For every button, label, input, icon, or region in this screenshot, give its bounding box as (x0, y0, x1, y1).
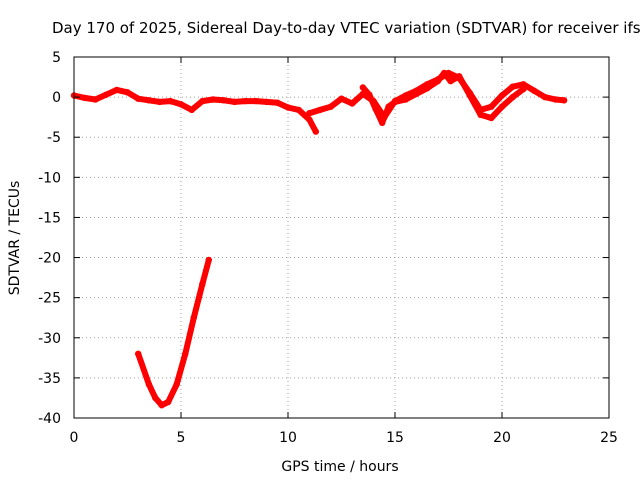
y-tick-label: 5 (52, 50, 61, 66)
data-point (316, 106, 324, 114)
data-point (124, 89, 131, 96)
y-tick-label: -15 (38, 210, 61, 226)
data-point (152, 394, 159, 402)
data-point (379, 119, 386, 127)
data-point (199, 97, 206, 105)
y-tick-label: -10 (38, 170, 61, 186)
data-point (498, 103, 506, 110)
data-point (92, 96, 99, 103)
data-point (205, 256, 212, 264)
y-axis-label: SDTVAR / TECUs (7, 181, 23, 296)
data-point (366, 91, 373, 98)
data-point (560, 97, 568, 104)
data-point (295, 106, 302, 114)
data-point (327, 103, 334, 110)
series-line-main (71, 86, 319, 135)
y-tick-label: -30 (38, 331, 61, 347)
data-point (252, 97, 260, 105)
data-point (509, 93, 516, 101)
data-point (284, 104, 292, 111)
data-point (423, 85, 431, 92)
data-point (182, 350, 189, 357)
x-tick-label: 0 (70, 430, 79, 446)
data-point (413, 90, 420, 98)
data-point (177, 101, 185, 108)
data-point (102, 91, 110, 98)
data-point (488, 114, 495, 122)
data-point (263, 98, 270, 106)
data-point (434, 77, 441, 85)
data-point (167, 97, 174, 105)
data-point (306, 110, 313, 117)
data-point (188, 106, 195, 114)
data-point (113, 86, 121, 94)
data-point (359, 84, 367, 91)
data-point (541, 93, 548, 101)
data-series (70, 69, 568, 409)
data-point (165, 398, 172, 406)
plot-border (73, 56, 610, 419)
data-point (242, 97, 249, 105)
x-tick-label: 5 (177, 430, 186, 446)
data-point (447, 77, 454, 85)
x-axis-label: GPS time / hours (281, 459, 398, 475)
data-point (456, 73, 463, 80)
data-point (173, 381, 180, 388)
data-point (498, 92, 506, 99)
data-point (338, 95, 345, 102)
data-point (441, 69, 448, 77)
tick-labels: 0 5 10 15 20 25 5 0 -5 -10 -15 -20 -25 -30 -35 -40 (38, 50, 618, 446)
data-point (190, 314, 197, 321)
data-point (81, 94, 88, 102)
data-point (372, 105, 379, 113)
data-point (145, 97, 153, 104)
data-point (306, 116, 313, 123)
data-point (402, 96, 409, 103)
series-line-dip (135, 257, 212, 409)
data-point (199, 280, 206, 288)
data-point (466, 92, 474, 99)
data-point (312, 128, 319, 135)
y-tick-label: 0 (52, 90, 61, 106)
data-point (520, 85, 527, 93)
y-tick-label: -5 (47, 130, 61, 146)
y-tick-label: -35 (38, 371, 61, 387)
data-point (349, 100, 356, 107)
data-point (145, 381, 153, 388)
y-tick-label: -25 (38, 291, 61, 307)
data-point (209, 96, 217, 103)
data-point (220, 97, 227, 104)
data-point (231, 98, 238, 106)
data-point (274, 99, 281, 106)
data-point (156, 98, 163, 106)
x-tick-label: 20 (493, 430, 511, 446)
y-tick-label: -40 (38, 411, 61, 427)
axis-frame (73, 56, 610, 419)
x-tick-label: 25 (600, 430, 618, 446)
data-point (391, 98, 399, 106)
data-point (509, 83, 516, 90)
grid (74, 57, 609, 418)
data-point (135, 350, 142, 357)
data-point (385, 103, 392, 110)
data-point (135, 95, 142, 102)
data-point (530, 87, 538, 94)
data-point (488, 103, 495, 110)
x-tick-label: 15 (386, 430, 404, 446)
data-point (520, 81, 527, 88)
chart-title: Day 170 of 2025, Sidereal Day-to-day VTE… (52, 19, 640, 37)
data-point (552, 96, 559, 103)
data-point (477, 111, 484, 119)
x-tick-label: 10 (279, 430, 297, 446)
y-tick-label: -20 (38, 251, 61, 267)
data-point (158, 402, 165, 409)
